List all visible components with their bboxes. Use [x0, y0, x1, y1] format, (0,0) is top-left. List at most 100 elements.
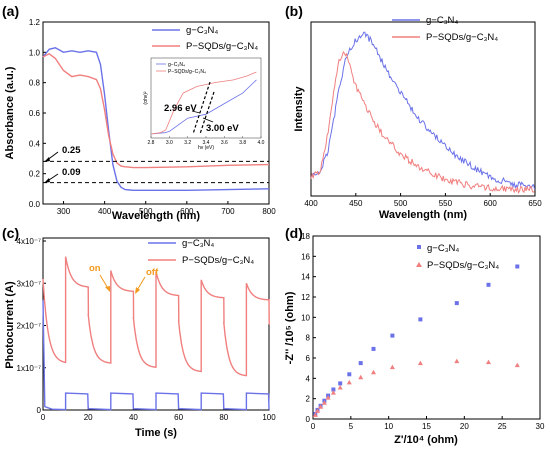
panel-d-label: (d): [285, 225, 303, 241]
c-ytick-label: 1x10⁻⁷: [17, 364, 42, 373]
panel-c-ylabel: Photocurrent (A): [4, 281, 16, 369]
d-point-p: [417, 360, 423, 366]
b-xtick-label: 500: [394, 199, 408, 208]
inset-xtick-label: 2.8: [148, 140, 155, 146]
d-point-g: [390, 333, 395, 338]
c-ytick-label: 4x10⁻⁷: [17, 237, 42, 246]
d-xtick-label: 5: [349, 422, 354, 431]
d-point-p: [358, 374, 364, 380]
a-xtick-label: 700: [221, 207, 235, 216]
inset-frame: [150, 57, 262, 139]
b-series-g-line: [310, 31, 536, 190]
a-xtick-label: 300: [57, 207, 71, 216]
c-xtick-label: 60: [174, 413, 183, 422]
a-xtick-label: 800: [262, 207, 276, 216]
panel-a: (a) 300 400 500 600 700 800 0.0 0.2 0.4 0.6 0.8 1.…: [2, 3, 276, 222]
d-ytick-label: 18: [301, 232, 310, 241]
inset-legend-g: g−C₃N₄: [168, 62, 185, 68]
panel-d-ylabel: -Z'' /10⁵ (ohm): [284, 291, 296, 364]
d-ytick-label: 16: [301, 252, 310, 261]
a-xtick-label: 400: [98, 207, 112, 216]
inset-tangent-g: [199, 91, 215, 135]
panel-d-y-ticks: 0 2 4 6 8 10 12 14 16 18: [301, 232, 316, 424]
b-xtick-label: 650: [528, 199, 542, 208]
c-ytick-label: 3x10⁻⁷: [17, 279, 42, 288]
legend-b-text-p: P−SQDs/g−C₃N₄: [426, 32, 498, 43]
a-ytick-label: 0.6: [29, 109, 41, 118]
d-ytick-label: 12: [301, 293, 310, 302]
c-xtick-label: 20: [84, 413, 93, 422]
panel-a-label: (a): [2, 3, 19, 19]
d-point-g: [371, 346, 376, 351]
inset-legend-p: P−SQDs/g−C₃N₄: [168, 69, 206, 75]
d-point-g: [331, 387, 336, 392]
legend-d-marker-g: [417, 245, 421, 249]
d-point-p: [325, 395, 331, 400]
panel-c-y-ticks: 0 1x10⁻⁷ 2x10⁻⁷ 3x10⁻⁷ 4x10⁻⁷: [17, 237, 46, 415]
a-ytick-label: 1.0: [29, 48, 41, 57]
panel-b-series: [310, 31, 536, 195]
annotation-025: 0.25: [62, 145, 81, 156]
legend-d-text-g: g−C₃N₄: [427, 243, 459, 254]
d-point-g: [347, 372, 352, 377]
legend-c-text-g: g−C₃N₄: [182, 238, 214, 249]
panel-d-x-ticks: 0 5 10 15 20 25 30: [311, 416, 545, 431]
a-xtick-label: 500: [139, 207, 153, 216]
inset-x-ticks: 2.8 3.0 3.2 3.4 3.6 3.8 4.0: [148, 136, 265, 146]
panel-a-x-ticks: 300 400 500 600 700 800: [57, 201, 276, 216]
panel-c-xlabel: Time (s): [135, 427, 177, 439]
inset-chart: 2.8 3.0 3.2 3.4 3.6 3.8 4.0 g−C₃N₄ P−SQDs/g−C₃…: [143, 57, 265, 151]
panel-a-y-ticks: 0.0 0.2 0.4 0.6 0.8 1.0 1.2: [29, 18, 46, 209]
d-point-g: [486, 282, 491, 287]
b-xtick-label: 400: [304, 199, 318, 208]
a-ytick-label: 0.0: [29, 200, 41, 209]
c-series-g-line: [42, 300, 270, 411]
panel-b: (b) 400 450 500 550 600 650 g−C₃N₄ P−SQDs/g−C…: [285, 3, 542, 221]
inset-series-p-line: [150, 71, 257, 135]
c-xtick-label: 80: [219, 413, 228, 422]
d-xtick-label: 10: [384, 422, 393, 431]
inset-xlabel: hv (eV): [198, 145, 214, 151]
d-point-g: [454, 301, 459, 306]
panel-c-series: [42, 256, 270, 411]
inset-tangent-p: [192, 81, 211, 135]
d-point-p: [389, 364, 395, 370]
d-ytick-label: 10: [301, 313, 310, 322]
c-ytick-label: 0: [37, 406, 42, 415]
d-ytick-label: 14: [301, 273, 310, 282]
arrow-296: [191, 110, 201, 114]
c-series-p-line: [42, 256, 270, 377]
legend-d-text-p: P−SQDs/g−C₃N₄: [427, 260, 499, 271]
d-point-p: [514, 362, 520, 368]
arrow-025-head: [44, 157, 50, 162]
d-ytick-label: 0: [306, 415, 311, 424]
legend-d-marker-p: [416, 262, 422, 267]
panel-b-label: (b): [285, 3, 303, 19]
panel-d-xlabel: Z'/10⁴ (ohm): [394, 434, 458, 446]
a-ytick-label: 1.2: [29, 18, 41, 27]
panel-d-series: [312, 264, 520, 417]
d-point-p: [486, 359, 491, 365]
inset-xtick-label: 3.6: [221, 140, 228, 146]
inset-ylabel: (αhv)²: [143, 91, 149, 105]
a-series-p-line: [42, 52, 270, 169]
c-ytick-label: 2x10⁻⁷: [17, 322, 42, 331]
d-point-p: [371, 369, 376, 375]
panel-b-xlabel: Wavelength (nm): [379, 209, 468, 221]
legend-text-p: P−SQDs/g−C₃N₄: [186, 41, 258, 52]
d-point-g: [418, 317, 423, 322]
a-ytick-label: 0.8: [29, 79, 41, 88]
d-point-g: [358, 361, 363, 366]
d-xtick-label: 0: [311, 422, 316, 431]
c-xtick-label: 100: [262, 413, 276, 422]
d-ytick-label: 2: [306, 395, 311, 404]
d-point-p: [330, 390, 336, 395]
panel-a-xlabel: Wavelength (nm): [112, 210, 201, 222]
b-xtick-label: 600: [484, 199, 498, 208]
d-ytick-label: 4: [306, 374, 311, 383]
d-xtick-label: 20: [460, 422, 469, 431]
arrow-300: [202, 117, 214, 123]
annotation-300ev: 3.00 eV: [206, 123, 239, 134]
a-xtick-label: 600: [180, 207, 194, 216]
